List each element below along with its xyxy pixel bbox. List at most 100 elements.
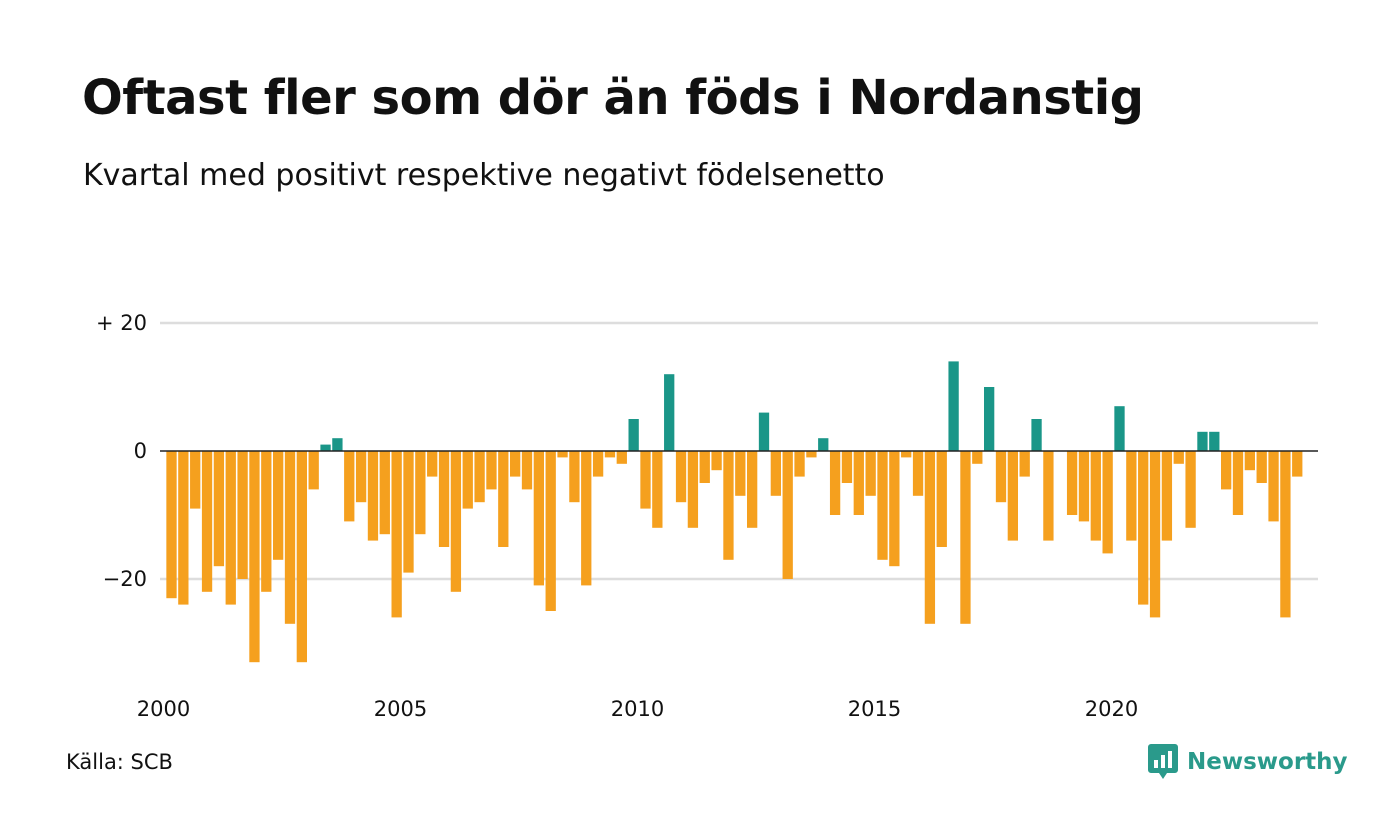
bar-negative bbox=[1161, 451, 1173, 541]
bar-negative bbox=[237, 451, 248, 579]
bar-negative bbox=[415, 451, 426, 535]
bar-negative bbox=[1066, 451, 1078, 515]
bar-negative bbox=[1268, 451, 1279, 522]
bar-negative bbox=[569, 451, 580, 503]
bar-negative bbox=[865, 451, 876, 496]
bar-negative bbox=[782, 451, 793, 579]
bar-negative bbox=[853, 451, 864, 515]
bar-negative bbox=[687, 451, 699, 528]
bar-negative bbox=[1138, 451, 1149, 605]
chart-title: Oftast fler som dör än föds i Nordanstig bbox=[82, 70, 1144, 126]
bar-negative bbox=[1221, 451, 1232, 490]
bar-negative bbox=[711, 451, 722, 471]
bar-positive bbox=[1197, 431, 1208, 451]
bar-positive bbox=[1209, 431, 1220, 451]
y-tick-label: + 20 bbox=[96, 311, 147, 335]
bar-negative bbox=[723, 451, 734, 560]
bar-negative bbox=[521, 451, 533, 490]
bar-negative bbox=[545, 451, 556, 611]
bar-negative bbox=[1126, 451, 1137, 541]
y-tick-label: −20 bbox=[103, 567, 147, 591]
bar-negative bbox=[912, 451, 924, 496]
bar-negative bbox=[213, 451, 225, 567]
bar-negative bbox=[1280, 451, 1291, 618]
bar-negative bbox=[486, 451, 497, 490]
bar-negative bbox=[1244, 451, 1255, 471]
bar-positive bbox=[664, 374, 675, 451]
bar-negative bbox=[889, 451, 900, 567]
bar-chart: + 20 0 −20 2000 2005 2010 2015 2020 bbox=[96, 311, 1318, 721]
newsworthy-logo-icon bbox=[1148, 744, 1178, 779]
bar-negative bbox=[877, 451, 888, 560]
bar-negative bbox=[770, 451, 781, 496]
bar-negative bbox=[296, 451, 307, 663]
bar-negative bbox=[960, 451, 971, 624]
bar-negative bbox=[901, 451, 912, 458]
bar-negative bbox=[581, 451, 592, 586]
bar-positive bbox=[1114, 406, 1125, 451]
bar-negative bbox=[1149, 451, 1161, 618]
bar-negative bbox=[1232, 451, 1244, 515]
bar-negative bbox=[652, 451, 663, 528]
bar-negative bbox=[403, 451, 414, 573]
bar-negative bbox=[592, 451, 604, 477]
bar-negative bbox=[166, 451, 177, 599]
grid-lines bbox=[160, 321, 1318, 581]
bar-negative bbox=[1019, 451, 1030, 477]
bar-negative bbox=[1256, 451, 1267, 483]
bar-negative bbox=[438, 451, 450, 547]
bar-negative bbox=[391, 451, 402, 618]
bar-negative bbox=[308, 451, 319, 490]
bar-negative bbox=[450, 451, 462, 592]
bar-negative bbox=[841, 451, 853, 483]
bar-negative bbox=[1007, 451, 1018, 541]
bar-negative bbox=[1090, 451, 1101, 541]
bar-negative bbox=[249, 451, 260, 663]
bar-negative bbox=[806, 451, 817, 458]
bar-negative bbox=[616, 451, 627, 464]
bar-negative bbox=[355, 451, 367, 503]
bar-negative bbox=[794, 451, 805, 477]
bar-positive bbox=[984, 387, 995, 451]
bar-negative bbox=[379, 451, 390, 535]
bar-negative bbox=[1078, 451, 1090, 522]
axes: + 20 0 −20 2000 2005 2010 2015 2020 bbox=[96, 311, 1318, 721]
bar-negative bbox=[178, 451, 189, 605]
bar-negative bbox=[1043, 451, 1054, 541]
x-tick-label: 2010 bbox=[611, 697, 664, 721]
bar-negative bbox=[190, 451, 201, 509]
bar-negative bbox=[640, 451, 651, 509]
source-note: Källa: SCB bbox=[66, 750, 173, 774]
bar-negative bbox=[201, 451, 213, 592]
bar-positive bbox=[332, 438, 343, 451]
x-tick-label: 2020 bbox=[1085, 697, 1138, 721]
bar-negative bbox=[367, 451, 379, 541]
bar-negative bbox=[675, 451, 687, 503]
bar-negative bbox=[462, 451, 473, 509]
chart-subtitle: Kvartal med positivt respektive negativt… bbox=[83, 158, 885, 193]
bar-negative bbox=[498, 451, 509, 547]
brand-logo[interactable]: Newsworthy bbox=[1148, 744, 1348, 780]
bar-positive bbox=[628, 419, 639, 451]
bar-negative bbox=[533, 451, 544, 586]
bar-positive bbox=[758, 412, 770, 451]
bar-negative bbox=[225, 451, 236, 605]
bar-negative bbox=[1173, 451, 1184, 464]
bar-series bbox=[166, 361, 1303, 663]
bar-negative bbox=[936, 451, 947, 547]
brand-name: Newsworthy bbox=[1187, 749, 1348, 775]
bar-negative bbox=[474, 451, 485, 503]
bar-positive bbox=[948, 361, 959, 451]
bar-negative bbox=[972, 451, 983, 464]
bar-negative bbox=[273, 451, 284, 560]
bar-negative bbox=[1292, 451, 1303, 477]
y-tick-label: 0 bbox=[134, 439, 147, 463]
x-tick-label: 2015 bbox=[848, 697, 901, 721]
bar-positive bbox=[1031, 419, 1042, 451]
bar-negative bbox=[1185, 451, 1196, 528]
bar-negative bbox=[604, 451, 616, 458]
bar-positive bbox=[320, 444, 331, 451]
bar-negative bbox=[924, 451, 936, 624]
bar-negative bbox=[510, 451, 521, 477]
bar-negative bbox=[284, 451, 296, 624]
